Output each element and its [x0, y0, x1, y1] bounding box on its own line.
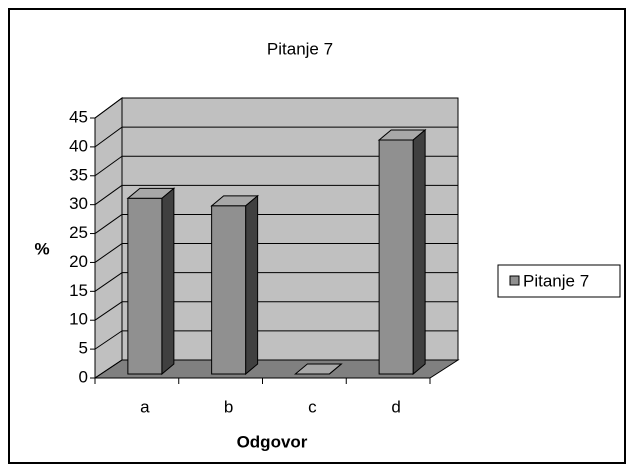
bar — [127, 197, 163, 375]
grid-line — [94, 359, 123, 379]
bar-side — [412, 128, 426, 376]
y-tick-label: 25 — [69, 223, 88, 242]
x-tick-label: b — [224, 397, 233, 416]
x-tick-label: a — [140, 397, 150, 416]
grid-line — [94, 330, 123, 350]
grid-line — [94, 214, 123, 234]
x-tick-label: d — [391, 397, 400, 416]
chart-title: Pitanje 7 — [267, 39, 333, 58]
legend-swatch — [509, 275, 520, 286]
x-axis-title: Odgovor — [237, 432, 308, 451]
y-tick-label: 10 — [69, 310, 88, 329]
y-tick-label: 5 — [79, 339, 88, 358]
bar-side — [329, 363, 342, 375]
grid-line — [94, 243, 123, 263]
grid-line — [94, 272, 123, 292]
y-axis-title: % — [34, 239, 49, 258]
grid-line — [94, 155, 123, 177]
grid-line — [94, 97, 123, 119]
legend-label: Pitanje 7 — [523, 271, 589, 290]
grid-line — [94, 126, 123, 148]
bar-side — [161, 187, 175, 376]
legend: Pitanje 7 — [497, 264, 621, 298]
y-tick-label: 40 — [69, 136, 88, 155]
y-tick-label: 0 — [79, 367, 88, 386]
y-tick-label: 15 — [69, 281, 88, 300]
bar — [378, 139, 414, 375]
y-tick-label: 45 — [69, 107, 88, 126]
bar-side — [245, 194, 259, 376]
bar — [211, 205, 247, 375]
grid-line — [94, 301, 123, 321]
x-tick-label: c — [308, 397, 317, 416]
grid-line — [94, 184, 123, 206]
y-tick-label: 20 — [69, 252, 88, 271]
y-tick-label: 30 — [69, 194, 88, 213]
side-wall — [94, 97, 123, 379]
y-tick-label: 35 — [69, 165, 88, 184]
